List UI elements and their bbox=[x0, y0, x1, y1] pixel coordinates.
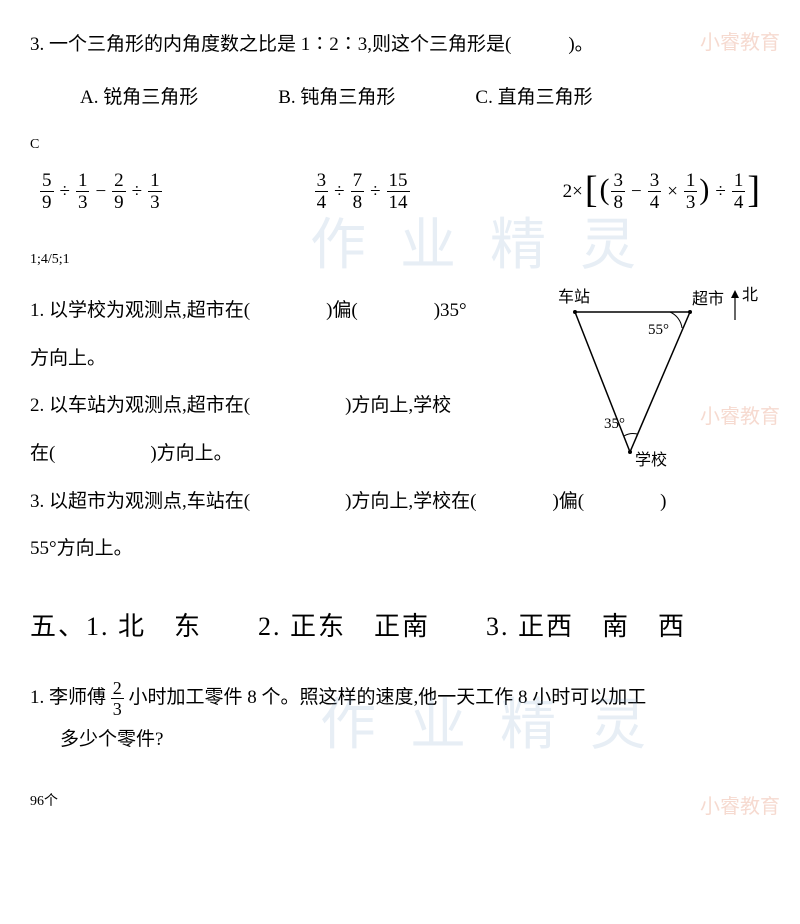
option-a: A. 锐角三角形 bbox=[80, 82, 198, 109]
expression-2: 34 ÷ 78 ÷ 1514 bbox=[315, 171, 410, 212]
direction-q3-line1: 3. 以超市为观测点,车站在( )方向上,学校在( )偏( ) bbox=[30, 479, 770, 525]
question-3-options: A. 锐角三角形 B. 钝角三角形 C. 直角三角形 bbox=[30, 82, 770, 109]
label-market: 超市 bbox=[692, 290, 724, 308]
option-b: B. 钝角三角形 bbox=[278, 82, 395, 109]
question-last-answer: 96个 bbox=[30, 790, 770, 810]
qlast-line2: 多少个零件? bbox=[30, 719, 770, 761]
math-answers: 1;4/5;1 bbox=[30, 252, 770, 268]
label-north: 北 bbox=[742, 286, 758, 304]
label-school: 学校 bbox=[635, 451, 667, 469]
section-5-answers: 五、1. 北 东 2. 正东 正南 3. 正西 南 西 bbox=[30, 606, 770, 643]
angle-top: 55° bbox=[648, 322, 669, 338]
angle-bottom: 35° bbox=[604, 416, 625, 432]
qlast-part2: 小时加工零件 8 个。照这样的速度,他一天工作 8 小时可以加工 bbox=[129, 687, 647, 708]
label-station: 车站 bbox=[558, 288, 590, 306]
qlast-part1: 1. 李师傅 bbox=[30, 687, 106, 708]
expression-3: 2× [ ( 38 − 34 × 13 ) ÷ 14 ] bbox=[563, 171, 760, 212]
question-last: 1. 李师傅 2 3 小时加工零件 8 个。照这样的速度,他一天工作 8 小时可… bbox=[30, 677, 770, 761]
option-c: C. 直角三角形 bbox=[475, 82, 592, 109]
direction-diagram: 车站 超市 学校 北 55° 35° bbox=[530, 282, 760, 482]
math-expressions: 59 ÷ 13 − 29 ÷ 13 34 ÷ 78 ÷ 1514 2× [ ( … bbox=[30, 171, 770, 212]
expression-1: 59 ÷ 13 − 29 ÷ 13 bbox=[40, 171, 162, 212]
direction-questions: 1. 以学校为观测点,超市在( )偏( )35° 方向上。 2. 以车站为观测点… bbox=[30, 288, 770, 572]
page-content: 3. 一个三角形的内角度数之比是 1∶2∶3,则这个三角形是( )。 A. 锐角… bbox=[0, 0, 800, 830]
question-3: 3. 一个三角形的内角度数之比是 1∶2∶3,则这个三角形是( )。 bbox=[30, 28, 770, 62]
direction-q3-line2: 55°方向上。 bbox=[30, 526, 770, 572]
question-3-answer: C bbox=[30, 137, 770, 153]
